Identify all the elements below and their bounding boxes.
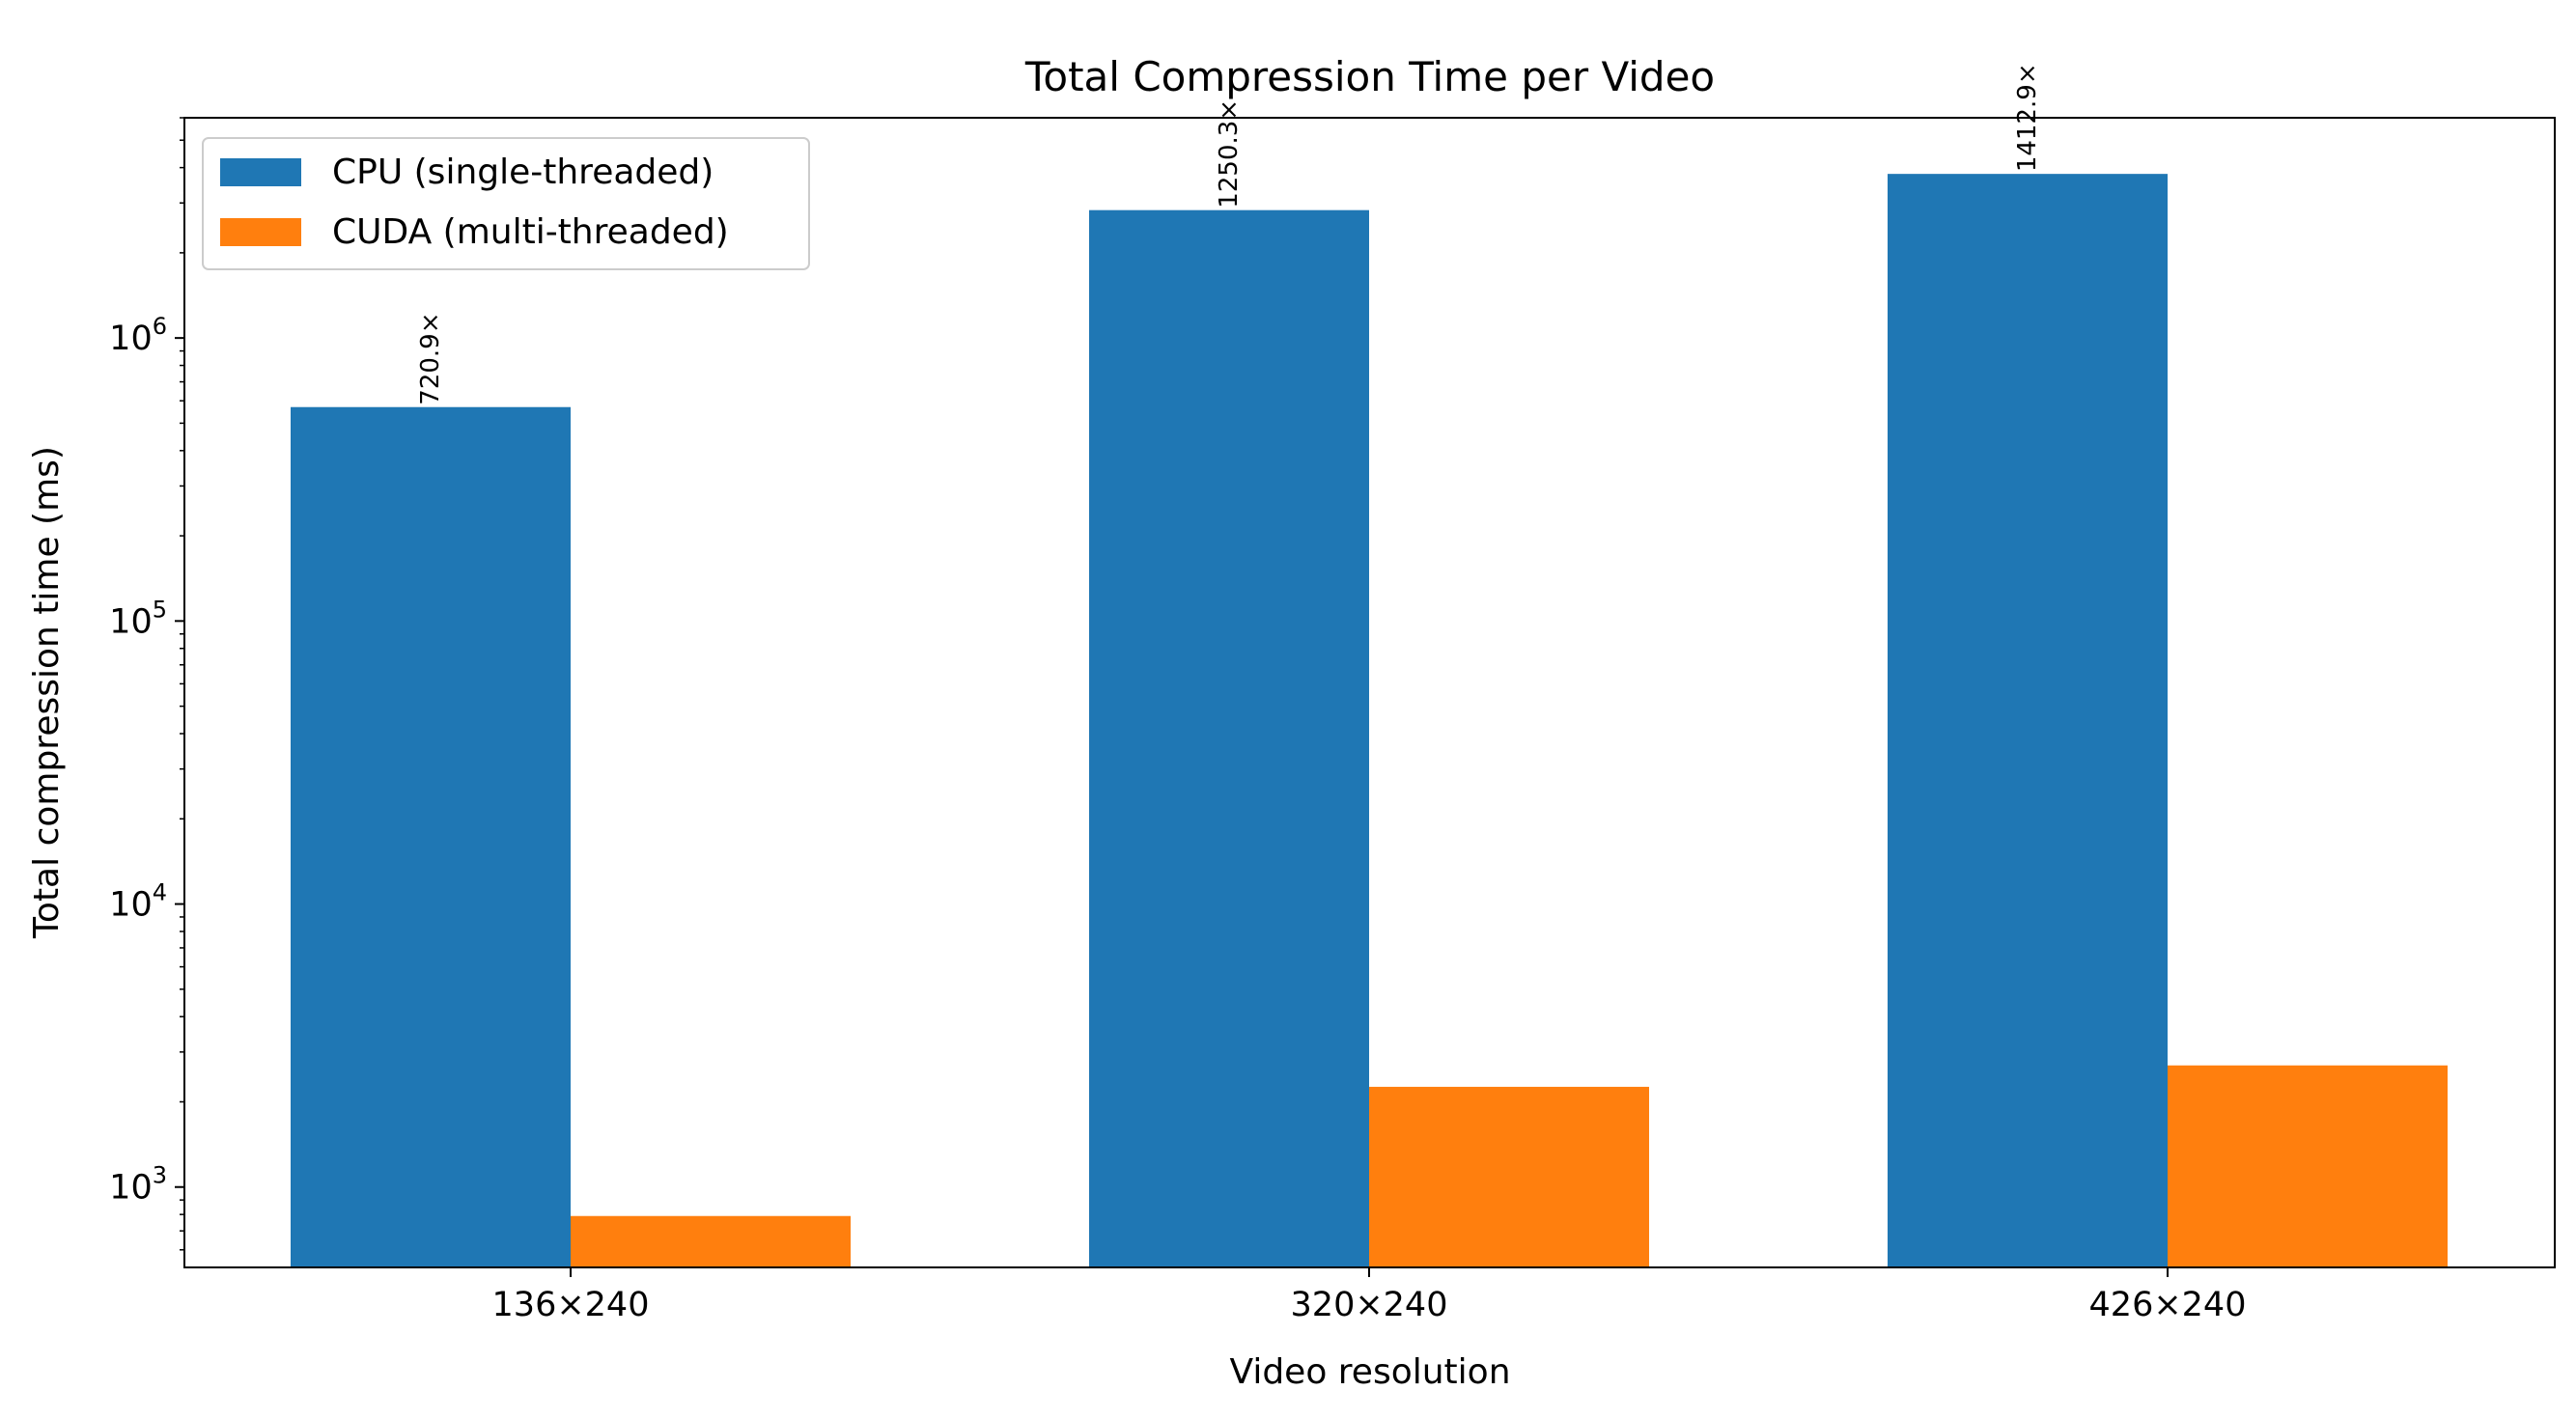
- x-axis-ticks: 136×240 320×240 426×240: [492, 1267, 2247, 1324]
- chart-title: Total Compression Time per Video: [1024, 53, 1715, 100]
- speedup-label-136×240: 720.9×: [416, 313, 445, 405]
- y-tick-label: 106: [109, 313, 167, 358]
- legend-label-cpu: CPU (single-threaded): [332, 153, 714, 192]
- y-tick-label: 103: [109, 1162, 167, 1208]
- y-axis-ticks: 103 104 105 106: [109, 117, 184, 1251]
- bar-cuda-426×240: [2168, 1065, 2448, 1267]
- legend-label-cuda: CUDA (multi-threaded): [332, 212, 729, 252]
- x-tick-label: 426×240: [2089, 1286, 2247, 1324]
- speedup-label-320×240: 1250.3×: [1215, 99, 1244, 209]
- x-tick-label: 136×240: [492, 1286, 650, 1324]
- bar-cpu-136×240: [291, 406, 571, 1267]
- x-tick-label: 320×240: [1291, 1286, 1448, 1324]
- bar-cuda-136×240: [571, 1215, 851, 1267]
- bar-cpu-320×240: [1089, 209, 1369, 1267]
- y-tick-label: 105: [109, 596, 167, 641]
- bars-group: [291, 174, 2448, 1267]
- legend: CPU (single-threaded) CUDA (multi-thread…: [202, 137, 810, 270]
- legend-swatch-cpu: [220, 158, 301, 186]
- y-tick-label: 104: [109, 879, 167, 925]
- bar-cpu-426×240: [1888, 174, 2168, 1267]
- bar-cuda-320×240: [1369, 1086, 1649, 1267]
- x-axis-label: Video resolution: [1229, 1352, 1510, 1392]
- legend-box: [202, 137, 810, 270]
- legend-swatch-cuda: [220, 218, 301, 246]
- y-axis-label: Total compression time (ms): [27, 446, 67, 939]
